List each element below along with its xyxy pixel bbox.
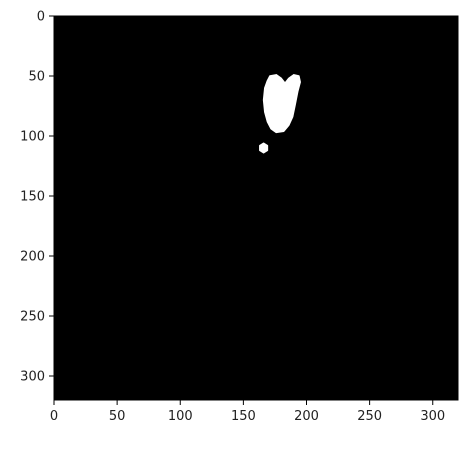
x-tick-label-0: 0 <box>50 409 58 424</box>
x-axis: 0 50 100 150 200 250 300 <box>50 400 445 424</box>
y-tick-label-250: 250 <box>20 310 45 325</box>
x-tick-label-200: 200 <box>294 409 319 424</box>
y-tick-label-50: 50 <box>28 70 45 85</box>
mask-regions <box>259 74 301 154</box>
y-axis: 0 50 100 150 200 250 300 <box>20 10 54 385</box>
y-tick-label-0: 0 <box>37 10 45 25</box>
y-tick-label-300: 300 <box>20 370 45 385</box>
x-tick-label-50: 50 <box>109 409 126 424</box>
x-tick-label-300: 300 <box>420 409 445 424</box>
x-tick-label-250: 250 <box>357 409 382 424</box>
plot-frame <box>53 15 459 401</box>
y-tick-label-200: 200 <box>20 250 45 265</box>
y-tick-label-150: 150 <box>20 190 45 205</box>
x-tick-label-150: 150 <box>231 409 256 424</box>
y-tick-label-100: 100 <box>20 130 45 145</box>
x-tick-label-100: 100 <box>168 409 193 424</box>
plot-area <box>54 16 458 400</box>
mask-region-main-blob <box>262 74 301 134</box>
mask-region-small-blob <box>259 142 269 154</box>
